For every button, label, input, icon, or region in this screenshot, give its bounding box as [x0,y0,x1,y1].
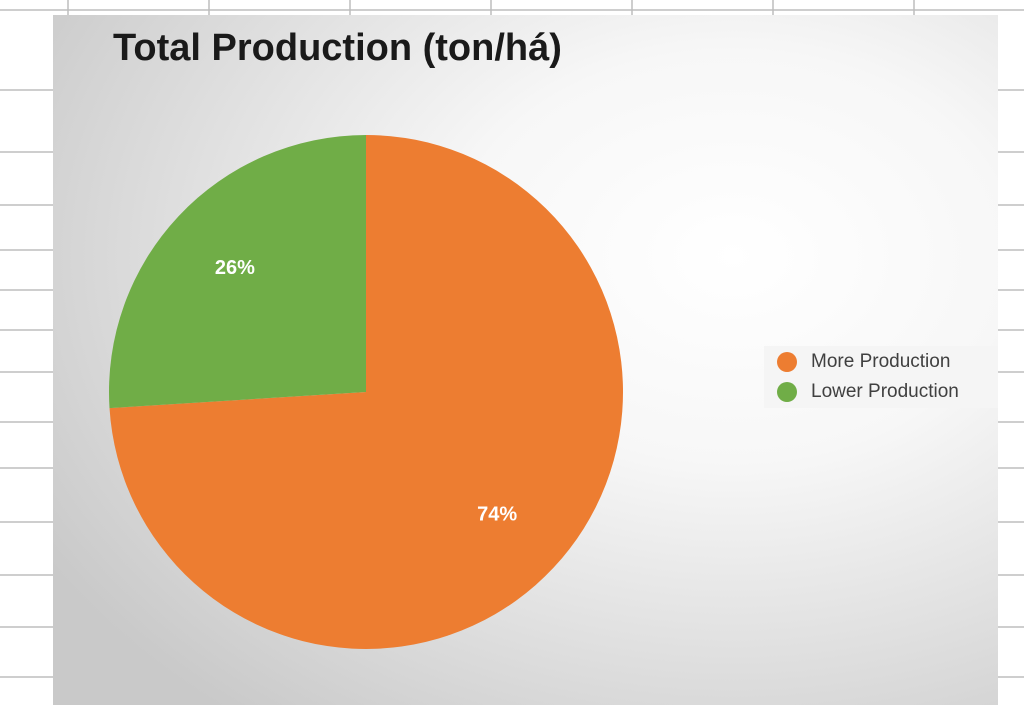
legend-label: More Production [811,351,950,372]
legend-swatch [777,382,797,402]
data-label: 74% [477,503,517,525]
pie-slice [109,135,366,409]
legend-label: Lower Production [811,381,959,402]
legend-box [764,346,998,408]
spreadsheet-grid [0,0,1024,678]
pie-slice [109,135,624,649]
chart-title: Total Production (ton/há) [113,27,562,69]
data-label: 26% [215,257,255,279]
legend-swatch [777,352,797,372]
